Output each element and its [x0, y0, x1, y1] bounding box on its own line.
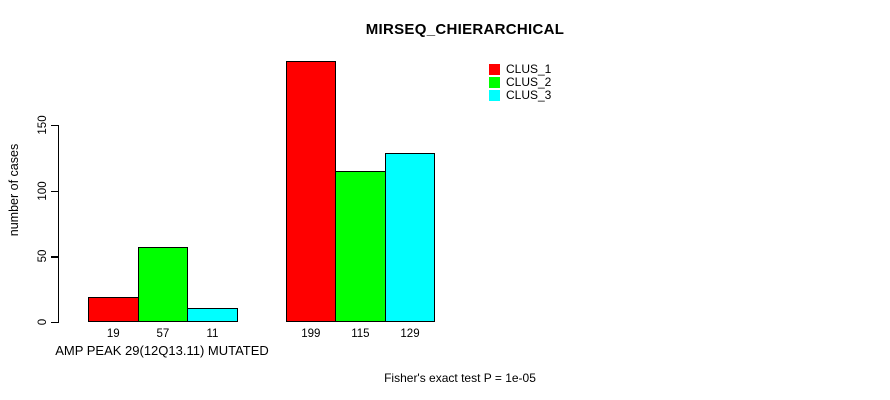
y-axis-tick-label: 150: [37, 115, 49, 135]
y-axis-tick: [51, 256, 58, 258]
bar-clus_3-group1: [187, 307, 238, 322]
bar-clus_3-group2: [384, 152, 436, 322]
legend-label: CLUS_3: [506, 88, 552, 102]
legend: CLUS_1 CLUS_2 CLUS_3: [489, 63, 551, 102]
y-axis-tick: [51, 322, 58, 324]
footer-annotation: Fisher's exact test P = 1e-05: [384, 371, 536, 385]
legend-swatch-icon: [489, 90, 500, 101]
bar-value-label: 57: [156, 328, 170, 340]
bar-value-label: 11: [206, 328, 219, 340]
bar-clus_2-group2: [335, 170, 386, 322]
legend-label: CLUS_1: [506, 62, 552, 76]
legend-item-clus_3: CLUS_3: [489, 89, 551, 102]
y-axis-tick: [51, 125, 58, 127]
bar-value-label: 199: [301, 328, 321, 340]
x-axis-group-label: AMP PEAK 29(12Q13.11) MUTATED: [55, 343, 269, 358]
y-axis-tick: [51, 190, 58, 192]
legend-swatch-icon: [489, 77, 500, 88]
legend-item-clus_2: CLUS_2: [489, 76, 551, 89]
legend-label: CLUS_2: [506, 75, 552, 89]
bar-clus_1-group2: [285, 60, 337, 322]
legend-item-clus_1: CLUS_1: [489, 63, 551, 76]
bar-value-label: 115: [351, 328, 370, 340]
legend-swatch-icon: [489, 64, 500, 75]
bar-clus_2-group1: [137, 247, 189, 322]
chart-title: MIRSEQ_CHIERARCHICAL: [365, 21, 565, 38]
y-axis-tick-label: 0: [37, 318, 49, 326]
bar-value-label: 19: [106, 328, 120, 340]
y-axis-tick-label: 50: [37, 249, 49, 263]
bar-clus_1-group1: [88, 297, 139, 322]
y-axis-line: [58, 125, 60, 323]
y-axis-tick-label: 100: [37, 181, 49, 201]
bar-value-label: 129: [400, 328, 420, 340]
